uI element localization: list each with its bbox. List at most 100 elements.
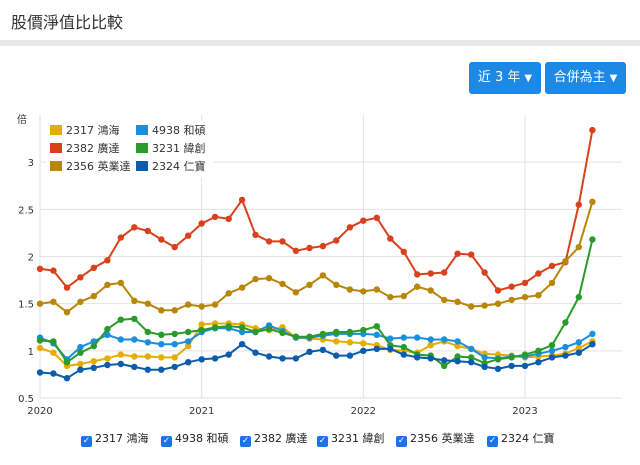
data-point	[535, 292, 542, 299]
legend-swatch	[136, 125, 148, 135]
data-point	[441, 336, 448, 343]
data-point	[198, 220, 205, 227]
data-point	[238, 324, 246, 331]
data-point	[494, 365, 502, 372]
data-point	[265, 275, 273, 282]
data-point	[346, 352, 354, 359]
data-point	[185, 338, 192, 345]
data-point	[158, 366, 165, 373]
series-toggle[interactable]: ✓ 3231 緯創	[317, 430, 385, 448]
series-3	[36, 236, 596, 370]
data-point	[481, 354, 488, 361]
x-axis-ticks: 2020 2021 2022 2023	[27, 406, 537, 417]
series-line	[39, 239, 594, 367]
data-point	[117, 234, 125, 241]
data-point	[306, 333, 313, 340]
data-point	[238, 341, 246, 348]
data-point	[225, 351, 232, 358]
data-point	[117, 360, 125, 368]
data-point	[211, 324, 219, 331]
data-point	[36, 337, 44, 344]
legend-swatch	[50, 143, 62, 153]
x-tick-label: 2022	[351, 406, 376, 417]
legend-item: 2324 仁寶	[136, 159, 206, 173]
data-point	[144, 339, 151, 346]
data-point	[50, 298, 57, 305]
data-point	[225, 290, 232, 297]
data-point	[414, 354, 421, 361]
data-point	[279, 238, 286, 245]
data-point	[158, 307, 165, 314]
data-point	[562, 319, 569, 326]
data-point	[346, 328, 354, 336]
scope-dropdown-button[interactable]: 合併為主 ▼	[545, 62, 626, 94]
data-point	[211, 355, 219, 362]
legend-item: 2317 鴻海	[50, 123, 120, 137]
data-point	[575, 339, 582, 346]
series-toggle[interactable]: ✓ 2382 廣達	[240, 430, 308, 448]
series-toggle[interactable]: ✓ 4938 和碩	[161, 430, 229, 448]
scope-label: 合併為主	[553, 70, 606, 85]
data-point	[306, 348, 313, 355]
chevron-down-icon: ▼	[524, 73, 533, 84]
data-point	[171, 307, 178, 314]
data-point	[306, 281, 313, 288]
checkbox-icon[interactable]: ✓	[161, 436, 172, 447]
checkbox-icon[interactable]: ✓	[81, 436, 92, 447]
chevron-down-icon: ▼	[609, 73, 618, 84]
data-point	[508, 296, 515, 304]
data-point	[333, 328, 340, 336]
data-point	[468, 251, 475, 258]
data-point	[454, 338, 461, 345]
data-point	[468, 359, 475, 366]
data-point	[265, 238, 273, 245]
series-toggle[interactable]: ✓ 2324 仁寶	[487, 430, 555, 448]
data-point	[185, 359, 192, 366]
data-point	[225, 215, 232, 222]
data-point	[427, 342, 434, 349]
data-point	[265, 325, 273, 333]
data-point	[185, 328, 192, 336]
checkbox-icon[interactable]: ✓	[317, 436, 328, 447]
data-point	[535, 270, 542, 277]
data-point	[575, 349, 582, 356]
pbr-line-chart: 0.5 1 1.5 2 2.5 3 2020 2021 2022 2023 倍 2317 鴻海 4…	[17, 113, 622, 417]
data-point	[346, 339, 354, 346]
data-point	[104, 281, 111, 288]
checkbox-icon[interactable]: ✓	[487, 436, 498, 447]
data-point	[90, 364, 98, 371]
legend-item: 3231 緯創	[136, 141, 206, 155]
data-point	[117, 279, 125, 287]
data-point	[238, 196, 246, 204]
data-point	[90, 264, 98, 271]
legend-label: 3231 緯創	[152, 141, 206, 155]
data-point	[50, 349, 57, 356]
data-point	[441, 362, 448, 370]
data-point	[548, 279, 556, 287]
checkbox-icon[interactable]: ✓	[240, 436, 251, 447]
chart-legend: 2317 鴻海 4938 和碩 2382 廣達 3231 緯創 2356 英業達 2324…	[46, 120, 214, 178]
data-point	[535, 347, 542, 354]
data-point	[252, 349, 259, 356]
data-point	[400, 343, 407, 351]
period-dropdown-button[interactable]: 近 3 年 ▼	[469, 62, 541, 94]
data-point	[508, 283, 515, 290]
x-tick-label: 2023	[512, 406, 537, 417]
data-point	[562, 343, 569, 351]
data-point	[548, 342, 556, 349]
data-point	[131, 336, 138, 343]
data-point	[50, 370, 57, 377]
data-point	[225, 323, 232, 330]
data-point	[521, 279, 529, 287]
data-point	[400, 248, 407, 255]
series-5	[36, 341, 596, 382]
data-point	[427, 336, 434, 343]
data-point	[144, 227, 151, 235]
y-tick-label: 1.5	[18, 300, 34, 311]
checkbox-icon[interactable]: ✓	[396, 436, 407, 447]
series-toggle[interactable]: ✓ 2317 鴻海	[81, 430, 149, 448]
data-point	[427, 287, 434, 294]
legend-label: 2382 廣達	[66, 141, 120, 155]
series-toggle[interactable]: ✓ 2356 英業達	[396, 430, 475, 448]
data-point	[77, 366, 84, 373]
